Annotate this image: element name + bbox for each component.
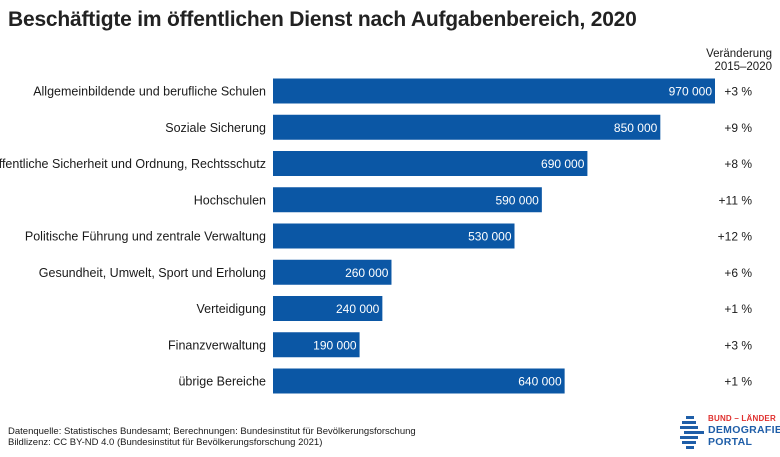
bar-value-label: 590 000 bbox=[495, 193, 539, 207]
demografie-portal-logo-icon bbox=[680, 416, 704, 449]
demografie-portal-logo[interactable]: BUND – LÄNDER DEMOGRAFIE PORTAL bbox=[680, 414, 780, 454]
bar bbox=[273, 259, 392, 285]
bar bbox=[273, 114, 661, 140]
category-label: Soziale Sicherung bbox=[165, 121, 266, 135]
change-label: +6 % bbox=[724, 266, 752, 280]
change-label: +12 % bbox=[718, 230, 753, 244]
logo-line2-text: PORTAL bbox=[708, 436, 753, 448]
change-label: +1 % bbox=[724, 375, 752, 389]
change-label: +8 % bbox=[724, 157, 752, 171]
bar bbox=[273, 368, 565, 394]
change-header-line2: 2015–2020 bbox=[714, 61, 772, 73]
license-text: Bildlizenz: CC BY-ND 4.0 (Bundesinstitut… bbox=[8, 437, 323, 448]
category-label: Finanzverwaltung bbox=[168, 338, 266, 352]
category-label: Verteidigung bbox=[196, 302, 266, 316]
bar-value-label: 190 000 bbox=[313, 338, 357, 352]
category-label: Gesundheit, Umwelt, Sport und Erholung bbox=[39, 266, 266, 280]
footer-source: Datenquelle: Statistisches Bundesamt; Be… bbox=[8, 426, 416, 448]
change-label: +9 % bbox=[724, 121, 752, 135]
category-label: Öffentliche Sicherheit und Ordnung, Rech… bbox=[0, 157, 266, 171]
bar-value-label: 640 000 bbox=[518, 375, 562, 389]
bar-value-label: 240 000 bbox=[336, 302, 380, 316]
bar bbox=[273, 223, 515, 249]
bar-value-label: 970 000 bbox=[669, 85, 713, 99]
bar-value-label: 690 000 bbox=[541, 157, 585, 171]
change-header-line1: Veränderung bbox=[706, 48, 772, 60]
bar-chart: Allgemeinbildende und berufliche Schulen… bbox=[0, 78, 753, 394]
bar bbox=[273, 151, 588, 176]
chart-title: Beschäftigte im öffentlichen Dienst nach… bbox=[8, 8, 637, 31]
bar-value-label: 260 000 bbox=[345, 266, 389, 280]
category-label: Allgemeinbildende und berufliche Schulen bbox=[33, 85, 266, 99]
change-label: +3 % bbox=[724, 85, 752, 99]
bar bbox=[273, 296, 383, 321]
logo-line1-text: DEMOGRAFIE bbox=[708, 424, 780, 436]
change-label: +1 % bbox=[724, 302, 752, 316]
category-label: Politische Führung und zentrale Verwaltu… bbox=[25, 230, 266, 244]
change-label: +3 % bbox=[724, 338, 752, 352]
bar-value-label: 850 000 bbox=[614, 121, 658, 135]
change-column-header: Veränderung 2015–2020 bbox=[706, 48, 772, 74]
category-label: Hochschulen bbox=[194, 193, 266, 207]
source-text: Datenquelle: Statistisches Bundesamt; Be… bbox=[8, 426, 416, 437]
logo-top-text: BUND – LÄNDER bbox=[708, 414, 776, 423]
bar-value-label: 530 000 bbox=[468, 230, 512, 244]
bar bbox=[273, 78, 715, 104]
bar bbox=[273, 332, 360, 358]
bar bbox=[273, 187, 542, 213]
category-label: übrige Bereiche bbox=[178, 375, 266, 389]
change-label: +11 % bbox=[719, 193, 753, 207]
